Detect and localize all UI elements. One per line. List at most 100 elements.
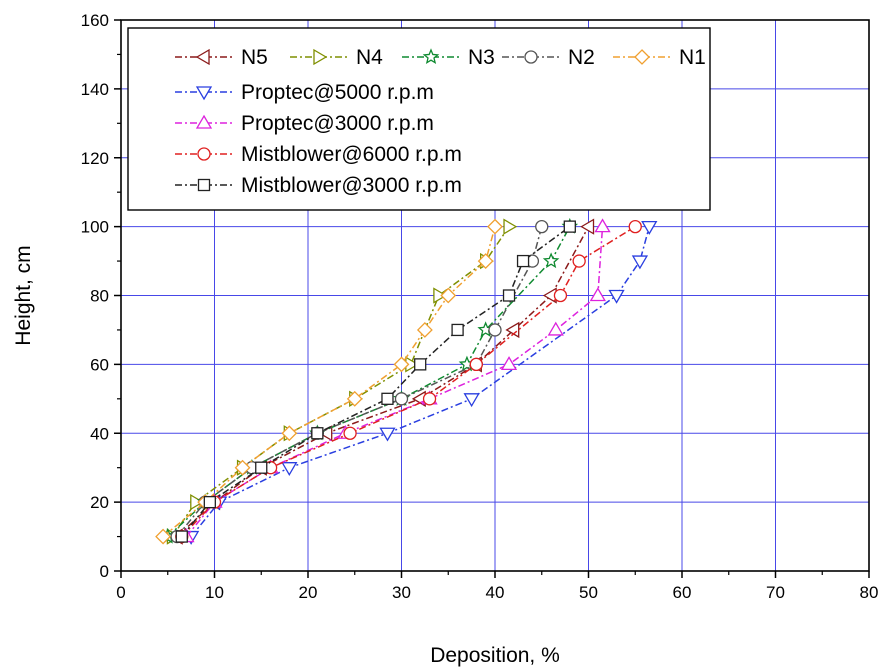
legend-marker xyxy=(195,48,210,66)
y-tick-label: 60 xyxy=(90,355,109,374)
data-point xyxy=(379,427,396,442)
legend-marker xyxy=(195,86,213,101)
data-point xyxy=(628,219,642,234)
legend-entry: N2 xyxy=(502,46,595,69)
x-axis-title: Deposition, % xyxy=(430,644,560,667)
x-tick-label: 30 xyxy=(392,583,411,602)
legend-marker xyxy=(197,147,211,161)
legend-label: N1 xyxy=(679,46,706,69)
series-group xyxy=(155,217,658,545)
data-point xyxy=(503,218,518,235)
data-point xyxy=(343,426,357,440)
legend-entry: N5 xyxy=(175,46,268,69)
data-point xyxy=(631,255,649,270)
series-line xyxy=(185,226,604,538)
y-tick-label: 140 xyxy=(81,80,109,99)
data-point xyxy=(505,321,520,339)
x-tick-label: 60 xyxy=(673,583,692,602)
data-point xyxy=(542,252,560,269)
y-tick-label: 160 xyxy=(81,11,109,30)
data-point xyxy=(234,459,251,476)
legend-label: N4 xyxy=(356,46,383,69)
data-point xyxy=(414,358,427,371)
data-point xyxy=(203,495,216,509)
legend-label: Proptec@5000 r.p.m xyxy=(241,81,434,104)
data-point xyxy=(594,218,611,233)
legend-marker xyxy=(422,48,440,65)
series-line xyxy=(162,226,496,538)
legend-marker xyxy=(634,49,650,65)
data-point xyxy=(281,425,298,442)
data-point xyxy=(311,427,324,440)
legend-entry: N4 xyxy=(290,46,383,69)
series-line xyxy=(176,226,590,538)
x-tick-label: 50 xyxy=(579,583,598,602)
legend-box xyxy=(127,27,711,211)
data-point xyxy=(255,461,268,474)
series-9 xyxy=(175,220,576,543)
data-point xyxy=(393,356,410,373)
data-point xyxy=(547,321,564,336)
data-point xyxy=(572,254,586,268)
data-point xyxy=(535,219,549,234)
data-point xyxy=(394,392,409,406)
y-axis-title: Height, cm xyxy=(12,245,35,345)
data-point xyxy=(440,287,457,304)
data-point xyxy=(488,323,502,337)
x-tick-label: 20 xyxy=(299,583,318,602)
series-line xyxy=(190,226,650,538)
legend-entry: Mistblower@6000 r.p.m xyxy=(175,143,462,166)
data-point xyxy=(608,289,625,304)
data-point xyxy=(516,254,530,268)
x-tick-label: 80 xyxy=(860,583,879,602)
data-point xyxy=(463,393,480,408)
legend-marker xyxy=(195,114,213,129)
data-point xyxy=(580,218,595,235)
data-point xyxy=(346,390,363,407)
data-point xyxy=(281,462,298,476)
legend-label: Proptec@3000 r.p.m xyxy=(241,112,434,135)
data-point xyxy=(433,287,448,304)
data-point xyxy=(502,289,516,302)
data-point xyxy=(500,356,518,371)
x-tick-label: 0 xyxy=(116,583,125,602)
legend: N5 N4 N3 N2 N1 Proptec@5000 r.p.m Proptec@3000… xyxy=(127,27,711,211)
legend-marker xyxy=(524,50,538,64)
legend-label: Mistblower@3000 r.p.m xyxy=(241,174,462,197)
legend-entry: Proptec@5000 r.p.m xyxy=(175,81,434,104)
x-tick-label: 10 xyxy=(205,583,224,602)
data-point xyxy=(451,323,464,337)
legend-label: Mistblower@6000 r.p.m xyxy=(241,143,462,166)
data-point xyxy=(563,220,576,233)
series-line xyxy=(176,226,543,538)
data-point xyxy=(553,288,568,303)
data-point xyxy=(487,218,503,235)
legend-entry: Proptec@3000 r.p.m xyxy=(175,112,434,135)
data-point xyxy=(469,357,483,372)
x-tick-label: 70 xyxy=(766,583,785,602)
x-tick-label: 40 xyxy=(486,583,505,602)
data-point xyxy=(641,220,658,235)
legend-label: N5 xyxy=(241,46,268,69)
legend-label: N3 xyxy=(468,46,495,69)
legend-entry: N1 xyxy=(613,46,706,69)
data-point xyxy=(175,530,188,543)
data-point xyxy=(416,322,433,338)
y-tick-label: 120 xyxy=(81,149,109,168)
y-tick-label: 0 xyxy=(100,562,109,581)
data-point xyxy=(477,253,494,269)
data-point xyxy=(190,493,205,511)
legend-label: N2 xyxy=(568,46,595,69)
legend-marker xyxy=(197,178,211,192)
data-point xyxy=(155,528,171,545)
y-tick-label: 80 xyxy=(90,287,109,306)
y-tick-label: 20 xyxy=(90,493,109,512)
legend-entry: Mistblower@3000 r.p.m xyxy=(175,174,462,197)
data-point xyxy=(589,287,606,302)
series-line xyxy=(181,226,571,538)
legend-entry: N3 xyxy=(402,46,495,69)
y-tick-label: 100 xyxy=(81,218,109,237)
data-point xyxy=(422,392,437,406)
y-tick-label: 40 xyxy=(90,424,109,443)
